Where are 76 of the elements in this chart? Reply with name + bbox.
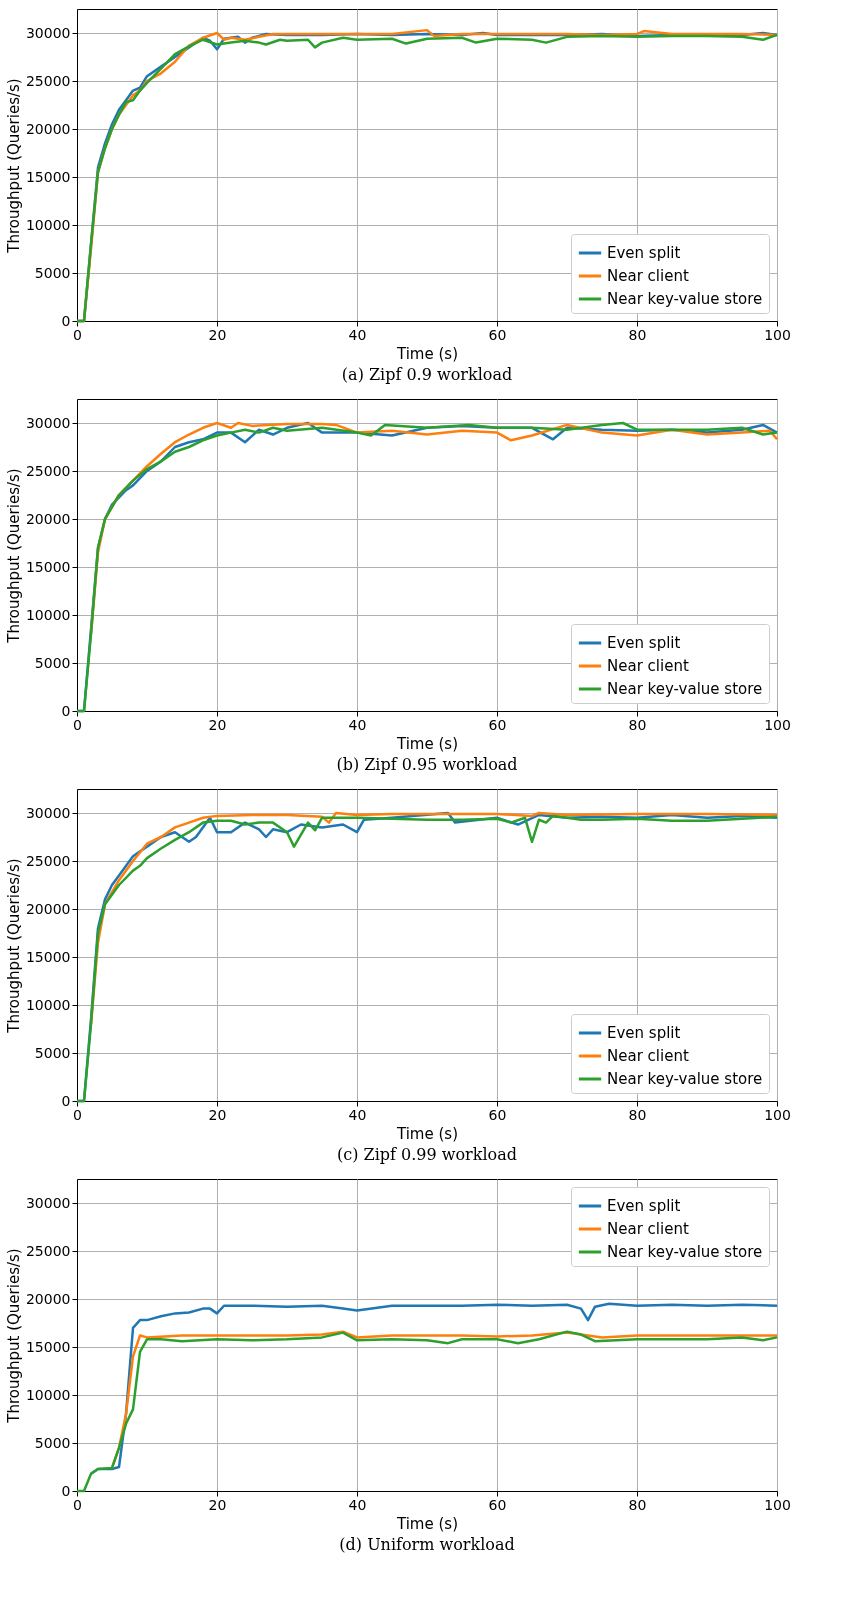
y-tick-label: 25000 — [25, 1242, 71, 1259]
x-axis-title: Time (s) — [396, 734, 458, 753]
y-tick-label: 30000 — [25, 804, 71, 821]
x-tick-label: 100 — [764, 326, 791, 343]
y-tick-label: 15000 — [25, 168, 71, 185]
x-tick-label: 40 — [348, 1496, 367, 1513]
y-tick-label: 0 — [61, 702, 71, 719]
x-tick-label: 80 — [628, 1106, 647, 1123]
legend-label: Near client — [607, 267, 689, 285]
y-tick-label: 10000 — [25, 996, 71, 1013]
legend-label: Near client — [607, 1047, 689, 1065]
y-axis-title: Throughput (Queries/s) — [4, 78, 23, 254]
x-tick-label: 60 — [488, 326, 507, 343]
y-tick-label: 20000 — [25, 1290, 71, 1307]
legend-label: Even split — [607, 244, 681, 262]
x-tick-label: 80 — [628, 326, 647, 343]
y-axis-title: Throughput (Queries/s) — [4, 858, 23, 1034]
x-axis-title: Time (s) — [396, 1514, 458, 1533]
y-tick-label: 0 — [61, 1482, 71, 1499]
legend-label: Near key-value store — [607, 1070, 763, 1088]
y-tick-label: 15000 — [25, 948, 71, 965]
x-tick-label: 40 — [348, 716, 367, 733]
x-tick-label: 60 — [488, 1106, 507, 1123]
y-tick-label: 25000 — [25, 72, 71, 89]
y-tick-label: 10000 — [25, 1386, 71, 1403]
x-tick-label: 40 — [348, 326, 367, 343]
x-tick-label: 0 — [73, 326, 82, 343]
y-axis-title: Throughput (Queries/s) — [4, 1248, 23, 1424]
x-tick-label: 60 — [488, 1496, 507, 1513]
y-tick-label: 10000 — [25, 606, 71, 623]
x-tick-label: 0 — [73, 716, 82, 733]
text: (b) Zipf 0.95 workload — [336, 755, 518, 774]
text: (c) Zipf 0.99 workload — [337, 1145, 517, 1164]
x-tick-label: 0 — [73, 1496, 82, 1513]
text: (d) Uniform workload — [339, 1535, 515, 1554]
x-tick-label: 20 — [208, 1496, 227, 1513]
y-tick-label: 30000 — [25, 1194, 71, 1211]
x-axis-title: Time (s) — [396, 1124, 458, 1143]
y-tick-label: 25000 — [25, 852, 71, 869]
y-tick-label: 5000 — [34, 264, 71, 281]
x-tick-label: 20 — [208, 1106, 227, 1123]
y-tick-label: 15000 — [25, 1338, 71, 1355]
text: (a) Zipf 0.9 workload — [341, 365, 513, 384]
y-tick-label: 5000 — [34, 1434, 71, 1451]
legend-label: Even split — [607, 634, 681, 652]
y-tick-label: 10000 — [25, 216, 71, 233]
legend-label: Near client — [607, 1220, 689, 1238]
y-tick-label: 30000 — [25, 414, 71, 431]
y-tick-label: 20000 — [25, 900, 71, 917]
legend-label: Even split — [607, 1197, 681, 1215]
x-tick-label: 20 — [208, 326, 227, 343]
legend-label: Near client — [607, 657, 689, 675]
y-tick-label: 0 — [61, 312, 71, 329]
y-axis-title: Throughput (Queries/s) — [4, 468, 23, 644]
x-tick-label: 80 — [628, 1496, 647, 1513]
x-tick-label: 0 — [73, 1106, 82, 1123]
y-tick-label: 5000 — [34, 1044, 71, 1061]
x-tick-label: 100 — [764, 716, 791, 733]
x-tick-label: 80 — [628, 716, 647, 733]
y-tick-label: 25000 — [25, 462, 71, 479]
y-tick-label: 20000 — [25, 510, 71, 527]
legend-label: Near key-value store — [607, 680, 763, 698]
legend-label: Near key-value store — [607, 1243, 763, 1261]
legend-label: Even split — [607, 1024, 681, 1042]
x-tick-label: 20 — [208, 716, 227, 733]
x-tick-label: 60 — [488, 716, 507, 733]
x-tick-label: 40 — [348, 1106, 367, 1123]
x-tick-label: 100 — [764, 1496, 791, 1513]
x-tick-label: 100 — [764, 1106, 791, 1123]
y-tick-label: 5000 — [34, 654, 71, 671]
y-tick-label: 15000 — [25, 558, 71, 575]
legend-label: Near key-value store — [607, 290, 763, 308]
y-tick-label: 0 — [61, 1092, 71, 1109]
y-tick-label: 20000 — [25, 120, 71, 137]
y-tick-label: 30000 — [25, 24, 71, 41]
x-axis-title: Time (s) — [396, 344, 458, 363]
